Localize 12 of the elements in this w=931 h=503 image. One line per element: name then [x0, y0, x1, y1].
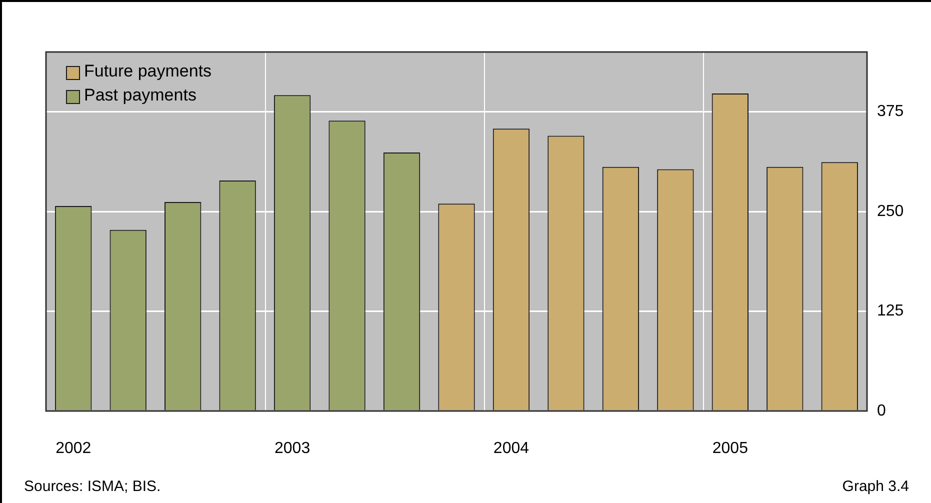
y-tick-label: 375 — [877, 103, 904, 120]
x-tick-label: 2005 — [712, 440, 748, 458]
legend-label: Past payments — [84, 86, 196, 105]
x-tick-label: 2003 — [274, 440, 310, 458]
source-note: Sources: ISMA; BIS. — [24, 478, 161, 495]
x-tick-label: 2004 — [493, 440, 530, 458]
y-tick-label: 125 — [877, 302, 904, 320]
y-tick-label: 0 — [877, 402, 886, 420]
x-tick-label: 2002 — [56, 440, 92, 458]
caption: Graph 3.4 — [842, 478, 909, 495]
y-tick-label: 250 — [877, 202, 904, 220]
legend-label: Future payments — [84, 62, 212, 81]
